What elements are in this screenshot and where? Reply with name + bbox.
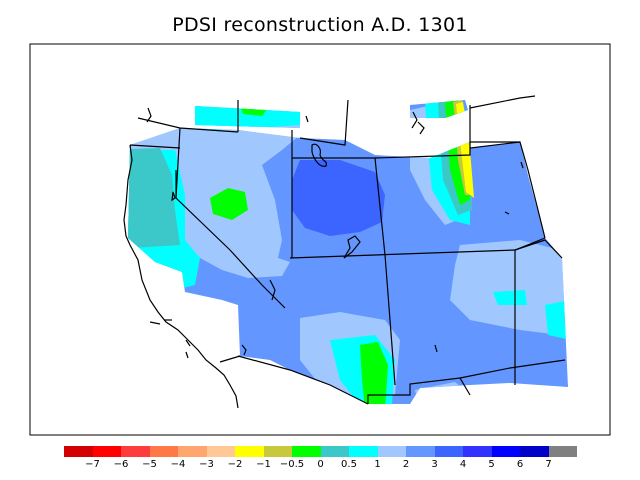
great-salt-lake	[311, 143, 327, 167]
legend-tick-label: 5	[488, 459, 495, 470]
legend-tick-label: −0.5	[279, 459, 305, 470]
map-frame	[29, 43, 611, 436]
legend-swatch	[491, 446, 520, 457]
legend-swatch	[520, 446, 549, 457]
contour-fills	[128, 100, 568, 404]
state-boundaries	[129, 95, 566, 405]
lake-sd	[520, 161, 524, 169]
lake-tahoe	[171, 191, 176, 202]
legend-swatch	[92, 446, 121, 457]
border-mexico	[219, 355, 241, 363]
legend-swatch	[463, 446, 492, 457]
legend-swatch	[320, 446, 349, 457]
legend-tick-label: 7	[545, 459, 552, 470]
border-nd	[469, 95, 536, 109]
island-catalina	[185, 339, 191, 347]
legend-swatch	[121, 446, 150, 457]
legend-swatch	[406, 446, 435, 457]
legend-tick-label: −1	[256, 459, 271, 470]
lake-yellowstone	[411, 111, 418, 129]
fill-class-0.5-1-se	[545, 300, 568, 340]
border-wyoming	[374, 141, 521, 159]
lake-powell	[343, 235, 361, 259]
island-sanclemente	[185, 351, 189, 359]
legend-tick-label: 0	[317, 459, 324, 470]
legend-tick-label: 3	[431, 459, 438, 470]
color-legend: −7 −6 −5 −4 −3 −2 −1 −0.5 0 0.5 1 2 3 4 5 6 7	[64, 446, 577, 476]
legend-tick-label: −6	[113, 459, 129, 470]
legend-swatch	[206, 446, 235, 457]
fill-class-0.5-1-north	[195, 104, 300, 130]
lake-nm	[434, 344, 438, 353]
border-nm-south	[367, 377, 471, 404]
island-channel-1	[149, 321, 161, 325]
border-oregon-ca	[129, 144, 181, 149]
lake-flathead	[305, 115, 309, 123]
coastline	[123, 144, 239, 409]
legend-swatch	[292, 446, 321, 457]
legend-swatch	[548, 446, 577, 457]
border-utah-east	[374, 157, 386, 256]
lake-sakakawea	[504, 211, 510, 215]
fill-class-3-4-utah	[292, 160, 385, 236]
legend-swatch	[349, 446, 378, 457]
legend-labels: −7 −6 −5 −4 −3 −2 −1 −0.5 0 0.5 1 2 3 4 5 6 7	[64, 459, 577, 473]
legend-swatch	[235, 446, 264, 457]
legend-tick-label: −2	[227, 459, 243, 470]
border-arizona-south	[237, 355, 369, 405]
pdsi-map	[29, 43, 611, 436]
legend-tick-label: −5	[142, 459, 157, 470]
legend-tick-label: 6	[516, 459, 524, 470]
legend-tick-label: 0.5	[341, 459, 357, 470]
fill-class-1-2-east	[450, 240, 568, 335]
fill-class-neg0.5-0-nevada	[210, 188, 248, 220]
legend-swatch	[149, 446, 178, 457]
map-title: PDSI reconstruction A.D. 1301	[172, 14, 468, 36]
border-texas	[459, 359, 566, 379]
legend-swatch	[64, 446, 93, 457]
fill-class-0-0.5-west	[128, 148, 180, 250]
legend-tick-label: 2	[402, 459, 410, 470]
border-colorado-east	[384, 254, 396, 386]
legend-tick-label: −4	[170, 459, 186, 470]
legend-tick-label: 1	[374, 459, 381, 470]
salton-sea	[241, 344, 247, 356]
lakes	[146, 107, 524, 359]
fill-class-0.5-1-east	[493, 290, 527, 305]
legend-tick-label: 4	[459, 459, 467, 470]
legend-tick-label: −3	[199, 459, 214, 470]
lake-ft-peck	[417, 121, 425, 135]
lake-bc	[146, 107, 152, 123]
border-idaho-montana	[299, 99, 349, 146]
lake-mead	[269, 279, 276, 301]
legend-bar	[64, 446, 577, 457]
fill-class-neg0.5-0-south	[360, 342, 388, 404]
legend-swatch	[263, 446, 292, 457]
legend-swatch	[434, 446, 463, 457]
border-nebraska	[470, 141, 546, 239]
border-oklahoma	[514, 239, 563, 259]
legend-swatch	[377, 446, 406, 457]
border-nevada-west	[175, 127, 286, 309]
legend-tick-label: −7	[85, 459, 100, 470]
legend-swatch	[178, 446, 207, 457]
